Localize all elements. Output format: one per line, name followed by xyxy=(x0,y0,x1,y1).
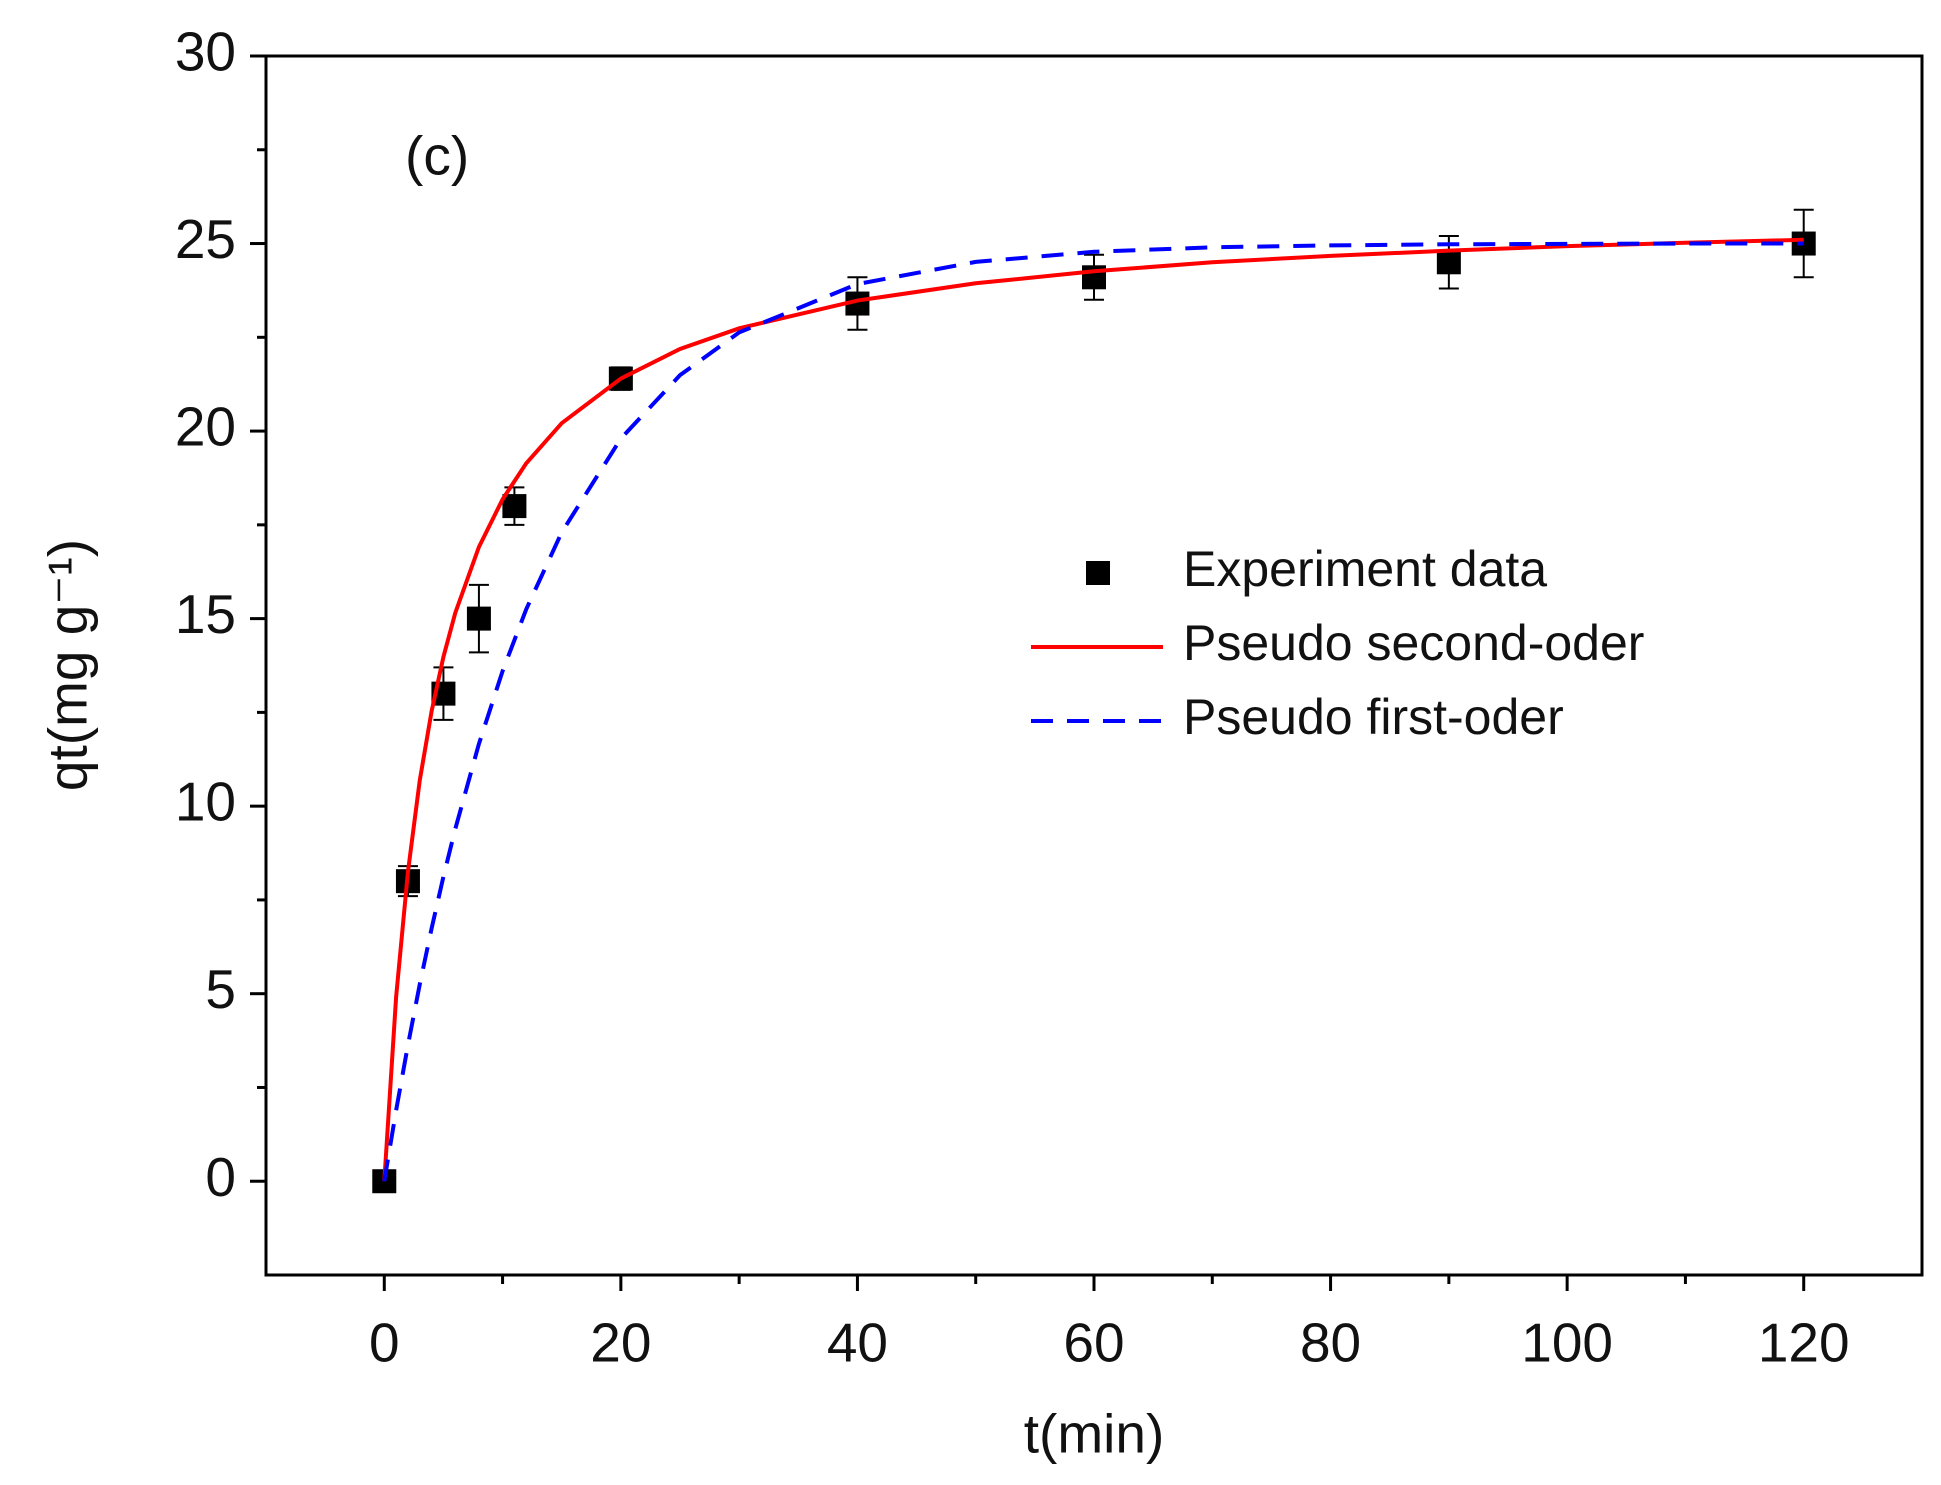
y-tick-label: 10 xyxy=(175,771,236,833)
plot-frame xyxy=(264,54,1924,1277)
x-tick-label: 120 xyxy=(1758,1312,1850,1374)
y-tick-label: 15 xyxy=(175,583,236,645)
data-point xyxy=(502,494,527,519)
fit-line xyxy=(382,241,1804,1182)
data-point xyxy=(466,606,491,631)
y-tick-label: 5 xyxy=(205,958,236,1020)
x-tick-label: 60 xyxy=(1063,1312,1124,1374)
x-tick-label: 0 xyxy=(369,1312,400,1374)
x-tick-label: 100 xyxy=(1521,1312,1613,1374)
y-tick-label: 0 xyxy=(205,1146,236,1208)
y-tick-label: 25 xyxy=(175,208,236,270)
y-tick-label: 30 xyxy=(175,21,236,83)
y-tick-label: 20 xyxy=(175,396,236,458)
y-axis-label: qt(mg g⁻¹) xyxy=(37,539,99,791)
fit-line xyxy=(382,237,1804,1182)
legend-label: Pseudo first-oder xyxy=(1183,689,1564,745)
legend-label: Pseudo second-oder xyxy=(1183,615,1644,671)
legend-label: Experiment data xyxy=(1183,541,1547,597)
annotation: (c) xyxy=(405,125,469,187)
x-tick-label: 20 xyxy=(590,1312,651,1374)
x-tick-label: 80 xyxy=(1300,1312,1361,1374)
data-point xyxy=(1436,250,1461,275)
x-axis-label: t(min) xyxy=(1024,1403,1165,1465)
legend-marker xyxy=(1086,561,1110,585)
x-tick-label: 40 xyxy=(827,1312,888,1374)
